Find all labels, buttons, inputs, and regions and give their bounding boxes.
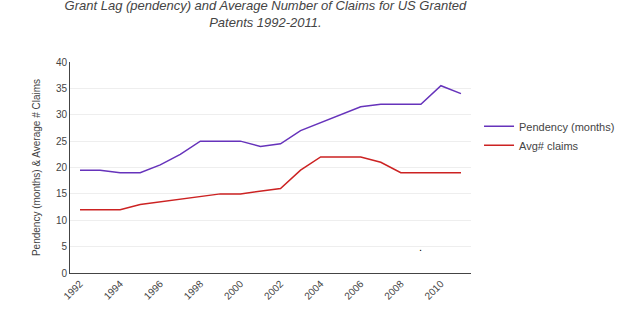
svg-text:Grant Lag (pendency) and Avera: Grant Lag (pendency) and Average Number …	[65, 0, 468, 30]
svg-text:2008: 2008	[382, 278, 406, 302]
svg-text:Avg# claims: Avg# claims	[519, 140, 579, 152]
svg-text:25: 25	[56, 136, 68, 147]
svg-text:1992: 1992	[61, 278, 85, 302]
svg-text:1994: 1994	[102, 278, 126, 302]
svg-text:1996: 1996	[142, 278, 166, 302]
svg-text:2000: 2000	[222, 278, 246, 302]
svg-text:0: 0	[61, 268, 67, 279]
svg-text:2002: 2002	[262, 278, 286, 302]
svg-text:2004: 2004	[302, 278, 326, 302]
svg-text:15: 15	[56, 188, 68, 199]
svg-text:1998: 1998	[182, 278, 206, 302]
svg-text:35: 35	[56, 83, 68, 94]
svg-text:30: 30	[56, 109, 68, 120]
svg-text:2010: 2010	[422, 278, 446, 302]
svg-text:Pendency (months) & Average #: Pendency (months) & Average # Claims	[31, 79, 42, 256]
svg-text:.: .	[419, 241, 422, 253]
svg-text:20: 20	[56, 162, 68, 173]
svg-text:2006: 2006	[342, 278, 366, 302]
svg-text:10: 10	[56, 215, 68, 226]
svg-text:40: 40	[56, 57, 68, 68]
svg-text:Pendency (months): Pendency (months)	[519, 121, 614, 133]
svg-text:5: 5	[61, 241, 67, 252]
